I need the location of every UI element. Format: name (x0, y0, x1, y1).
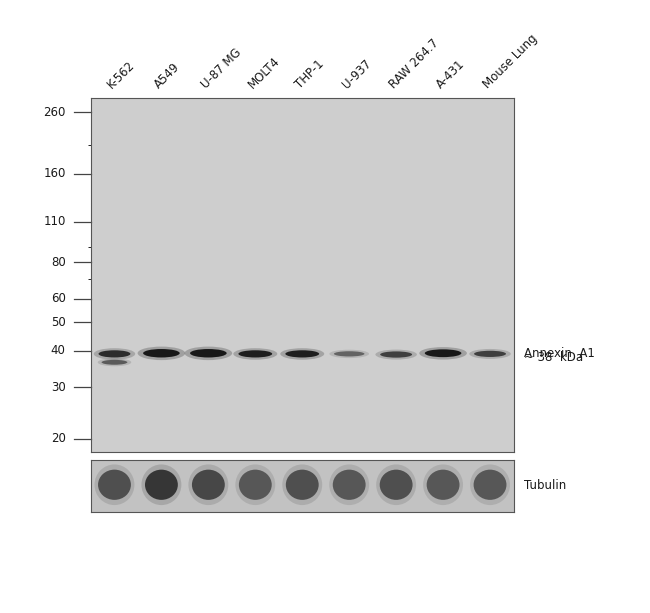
Text: A549: A549 (152, 60, 183, 91)
Text: A-431: A-431 (434, 58, 467, 91)
Ellipse shape (376, 465, 416, 505)
Ellipse shape (138, 346, 185, 360)
Ellipse shape (233, 348, 278, 360)
Ellipse shape (474, 351, 506, 357)
Ellipse shape (235, 465, 275, 505)
Ellipse shape (286, 470, 318, 500)
Ellipse shape (426, 470, 460, 500)
Ellipse shape (143, 349, 179, 357)
Ellipse shape (470, 465, 510, 505)
Text: 80: 80 (51, 256, 66, 268)
Ellipse shape (99, 350, 131, 357)
Text: 50: 50 (51, 316, 66, 329)
Text: U-87 MG: U-87 MG (199, 46, 244, 91)
Text: U-937: U-937 (340, 57, 374, 91)
Ellipse shape (94, 465, 135, 505)
Ellipse shape (188, 465, 228, 505)
Text: 40: 40 (51, 344, 66, 357)
Text: K-562: K-562 (105, 58, 138, 91)
Ellipse shape (239, 350, 272, 357)
Ellipse shape (380, 470, 413, 500)
Text: MOLT4: MOLT4 (246, 54, 283, 91)
Ellipse shape (98, 470, 131, 500)
Ellipse shape (98, 359, 131, 366)
Text: Annexin  A1: Annexin A1 (524, 347, 595, 360)
Ellipse shape (185, 346, 232, 360)
Text: RAW 264.7: RAW 264.7 (387, 36, 441, 91)
Ellipse shape (423, 465, 463, 505)
Ellipse shape (330, 465, 369, 505)
Ellipse shape (239, 470, 272, 500)
Text: 160: 160 (44, 167, 66, 180)
Ellipse shape (330, 349, 369, 358)
Ellipse shape (474, 470, 506, 500)
Ellipse shape (145, 470, 178, 500)
Ellipse shape (334, 351, 365, 357)
Ellipse shape (101, 360, 127, 365)
Ellipse shape (419, 347, 467, 360)
Ellipse shape (280, 348, 324, 360)
Ellipse shape (425, 349, 462, 357)
Ellipse shape (380, 351, 412, 357)
Text: 260: 260 (44, 105, 66, 118)
Text: THP-1: THP-1 (293, 58, 327, 91)
Ellipse shape (282, 465, 322, 505)
Ellipse shape (285, 350, 319, 357)
Ellipse shape (190, 349, 227, 357)
Text: 110: 110 (44, 215, 66, 228)
Text: ~ 38  kDa: ~ 38 kDa (524, 351, 583, 364)
Ellipse shape (469, 349, 511, 359)
Text: 30: 30 (51, 381, 66, 394)
Text: 60: 60 (51, 292, 66, 305)
Text: Tubulin: Tubulin (524, 479, 566, 492)
Ellipse shape (192, 470, 225, 500)
Ellipse shape (142, 465, 181, 505)
Ellipse shape (94, 348, 135, 360)
Ellipse shape (376, 349, 417, 360)
Text: Mouse Lung: Mouse Lung (481, 32, 540, 91)
Ellipse shape (333, 470, 365, 500)
Text: 20: 20 (51, 432, 66, 446)
